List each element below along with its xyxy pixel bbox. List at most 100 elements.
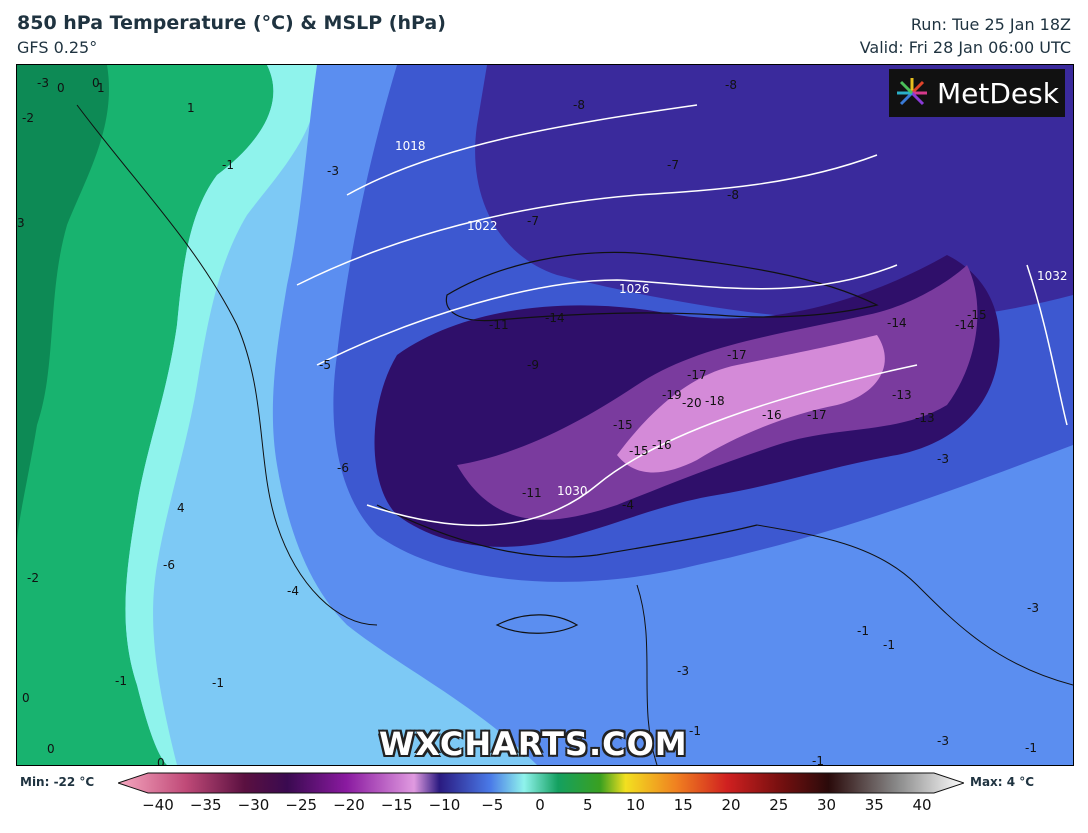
temperature-label: 1 [187,101,195,115]
temperature-label: 3 [17,216,25,230]
temperature-label: 0 [157,756,165,765]
metdesk-logo-icon [897,78,927,106]
temperature-label: -2 [22,111,34,125]
scale-tick-label: −40 [142,796,174,814]
scale-tick-label: 5 [582,796,593,814]
indigo-field [475,65,1073,322]
temperature-label: 0 [22,691,30,705]
max-label: Max: 4 °C [970,775,1035,789]
temperature-label: -20 [682,396,702,410]
temperature-label: 1 [97,81,105,95]
run-time: Run: Tue 25 Jan 18Z [910,15,1071,34]
scale-tick-label: −35 [189,796,222,814]
temperature-label: -1 [883,638,895,652]
temperature-label: -1 [812,754,824,765]
scale-tick-label: −25 [285,796,318,814]
temperature-label: -17 [687,368,707,382]
temperature-label: -17 [727,348,747,362]
temperature-label: -13 [892,388,912,402]
temperature-label: -3 [37,76,49,90]
scale-tick-label: 30 [816,796,837,814]
temperature-label: -19 [662,388,682,402]
model-label: GFS 0.25° [17,38,98,57]
scale-tick-label: 20 [721,796,741,814]
temperature-label: -3 [1027,601,1039,615]
isobar-1022 [296,154,878,286]
levant-coast [636,584,658,765]
cyan-band [125,65,319,765]
temperature-label: -3 [937,452,949,466]
weather-map[interactable]: 1018 1022 1026 1030 1032 -3 0 0 -2 1 -1 -3 -6 -7… [16,64,1074,766]
valid-time: Valid: Fri 28 Jan 06:00 UTC [859,38,1071,57]
isobar-1032 [1026,264,1068,426]
warmer-region-west [17,65,109,545]
temperature-label: -15 [629,444,649,458]
scale-tick-label: −20 [333,796,365,814]
isobar-1026 [316,264,898,366]
logo-text: MetDesk [937,76,1059,110]
temperature-label: -18 [705,394,725,408]
scale-tick-label: 40 [912,796,932,814]
temperature-label: -15 [967,308,987,322]
isobar-label: 1018 [395,139,426,153]
scale-tick-label: −15 [380,796,413,814]
temperature-label: -4 [287,584,299,598]
isobar-label: 1026 [619,282,650,296]
scale-tick-label: 15 [673,796,693,814]
chart-title: 850 hPa Temperature (°C) & MSLP (hPa) [17,12,446,34]
temperature-label: -15 [613,418,633,432]
map-canvas: 1018 1022 1026 1030 1032 -3 0 0-21-1 -3-6-7… [17,65,1073,765]
isobar-label: 1022 [467,219,498,233]
scale-tick-label: 25 [769,796,789,814]
temperature-label: -8 [573,98,585,112]
scale-tick-label: 0 [535,796,545,814]
temperature-label: -6 [337,461,349,475]
coldest-core-pink [617,335,885,473]
temperature-label: -14 [887,316,907,330]
isobar-label: 1030 [557,484,588,498]
cyprus-outline [495,614,579,634]
anatolia-south-coast [376,504,758,558]
temperature-label: -8 [727,188,739,202]
min-label: Min: -22 °C [20,775,95,789]
temperature-label: -14 [545,311,565,325]
temperature-label: -5 [319,358,331,372]
temperature-label: 0 [92,76,100,90]
isobar-1018 [346,104,698,196]
temperature-label: -1 [689,724,701,738]
temperature-label: -1 [212,676,224,690]
temperature-label: -9 [527,358,539,372]
temperature-label: -7 [527,214,539,228]
temperature-label: -13 [915,411,935,425]
temperature-label: -16 [762,408,782,422]
scale-tick-label: 10 [625,796,646,814]
temperature-label: -17 [807,408,827,422]
temperature-label: -4 [622,498,634,512]
balkan-coast [76,104,378,626]
border-line [756,524,1073,686]
temperature-label: 0 [57,81,65,95]
black-sea-coast [445,251,879,322]
temperature-label: -3 [937,734,949,748]
color-scale-bar [118,772,964,794]
watermark: WXCHARTS.COM [379,725,688,763]
temperature-label: -6 [163,558,175,572]
temperature-label: -16 [652,438,672,452]
temperature-label: -11 [489,318,509,332]
temperature-labels: -3 0 0-21-1 -3-6-7-8-8-7-8-11 -14-9-5-15-16-… [17,76,1039,765]
scale-ticks: −40 −35 −30 −25 −20 −15 −10 −5 0 5 10 15 20 25 30 35 40 [0,796,1088,820]
warm-region-west [17,65,274,765]
temperature-label: 4 [177,501,185,515]
temperature-label: -3 [327,164,339,178]
scale-tick-label: 35 [864,796,884,814]
scale-tick-label: −5 [481,796,504,814]
temperature-label: -3 [677,664,689,678]
temperature-label: -7 [667,158,679,172]
temperature-label: -1 [857,624,869,638]
metdesk-logo: MetDesk [889,69,1065,117]
temperature-label: 0 [47,742,55,756]
scale-tick-label: −30 [237,796,270,814]
isobar-1030 [366,364,918,527]
temperature-label: -14 [955,318,975,332]
isobar-label: 1032 [1037,269,1068,283]
